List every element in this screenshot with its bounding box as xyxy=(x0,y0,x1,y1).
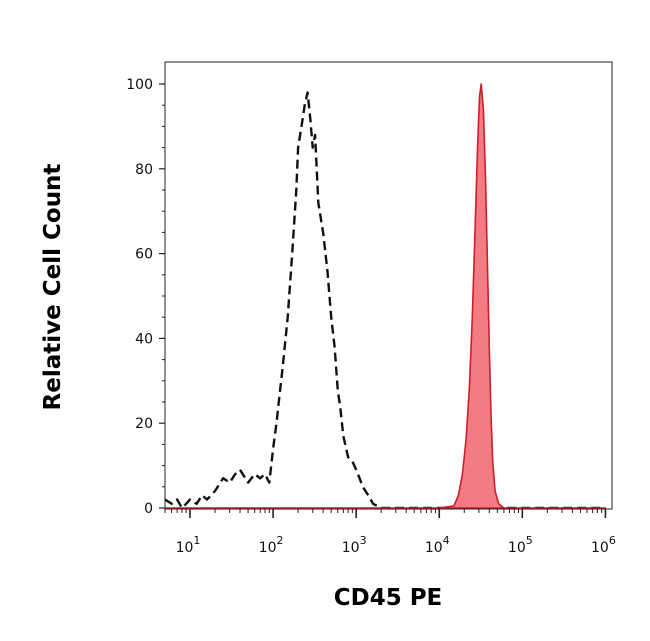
x-tick-label: 101 xyxy=(176,534,201,556)
y-tick-label: 60 xyxy=(135,247,153,263)
x-tick-label: 104 xyxy=(425,534,450,556)
x-tick-label: 102 xyxy=(259,534,284,556)
axes: CD45 PE Relative Cell Count 0 20 40 60 80 100… xyxy=(40,61,616,611)
y-tick-label: 80 xyxy=(135,162,153,178)
x-tick-label: 103 xyxy=(342,534,367,556)
y-tick-label: 0 xyxy=(144,501,153,517)
x-axis-title: CD45 PE xyxy=(334,585,443,611)
y-tick-label: 100 xyxy=(126,77,153,93)
series-filled-histogram xyxy=(164,83,607,509)
x-tick-label: 106 xyxy=(591,534,616,556)
plot-area xyxy=(164,83,607,510)
y-axis-title: Relative Cell Count xyxy=(40,164,66,411)
y-tick-label: 40 xyxy=(135,331,153,347)
series-dashed-histogram xyxy=(164,91,606,510)
y-tick-label: 20 xyxy=(135,416,153,432)
x-tick-label: 105 xyxy=(508,534,533,556)
plot-frame xyxy=(164,61,613,510)
